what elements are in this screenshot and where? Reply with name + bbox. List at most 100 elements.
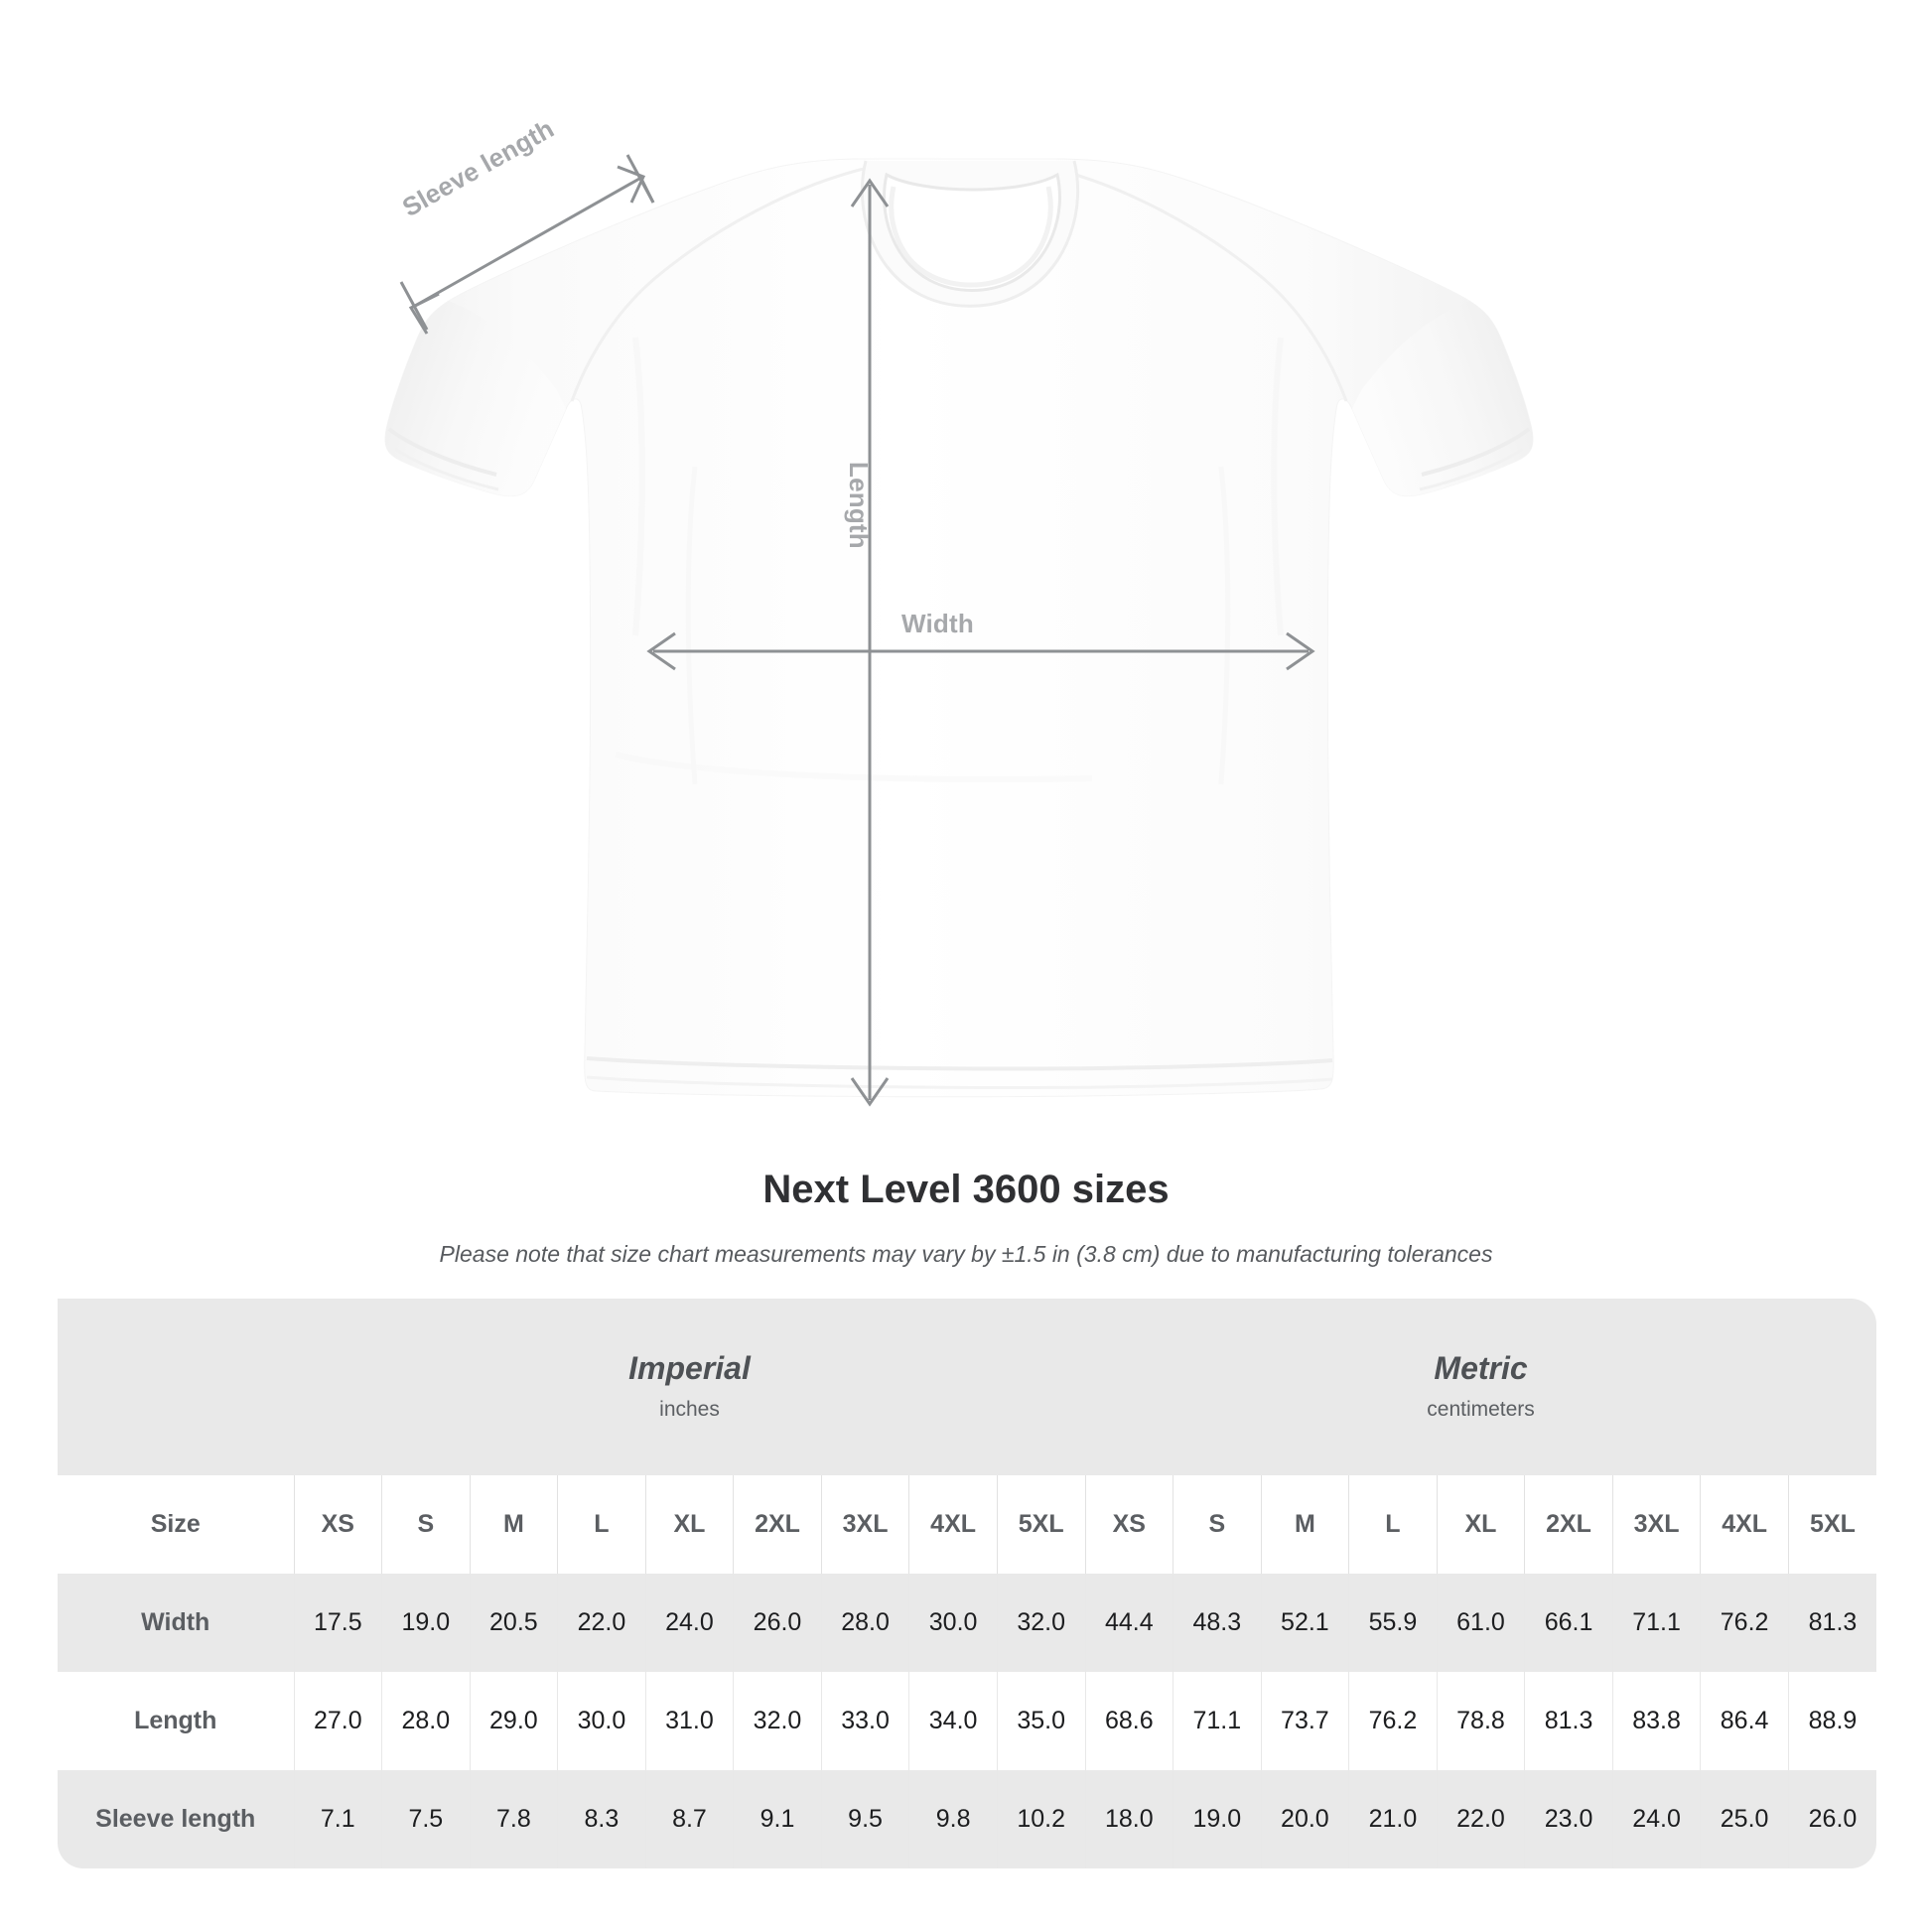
cell-length-metric-s: 71.1	[1173, 1672, 1262, 1770]
cell-width-imperial-4xl: 30.0	[908, 1574, 998, 1672]
cell-width-metric-2xl: 66.1	[1524, 1574, 1613, 1672]
cell-sleeve-imperial-3xl: 9.5	[820, 1770, 909, 1868]
cell-sleeve-imperial-l: 8.3	[557, 1770, 646, 1868]
size-header-imperial-l: L	[557, 1475, 646, 1574]
size-header-row: Size XS S M L XL 2XL 3XL 4XL 5XL XS S M …	[58, 1475, 1877, 1574]
table-row: Length 27.0 28.0 29.0 30.0 31.0 32.0 33.…	[58, 1672, 1877, 1770]
sleeve-length-arrow	[399, 154, 655, 335]
size-header-metric-l: L	[1348, 1475, 1438, 1574]
tshirt-illustration	[384, 154, 1534, 1107]
width-arrow	[646, 631, 1315, 671]
unit-group-imperial-sub: inches	[659, 1398, 720, 1421]
size-chart-table: Imperial inches Metric centimeters Size …	[58, 1299, 1877, 1868]
size-header-metric-m: M	[1260, 1475, 1349, 1574]
cell-length-imperial-xs: 27.0	[293, 1672, 382, 1770]
cell-sleeve-imperial-m: 7.8	[469, 1770, 558, 1868]
cell-width-imperial-l: 22.0	[557, 1574, 646, 1672]
cell-sleeve-metric-3xl: 24.0	[1611, 1770, 1701, 1868]
size-header-metric-4xl: 4XL	[1700, 1475, 1789, 1574]
size-header-imperial-3xl: 3XL	[820, 1475, 909, 1574]
unit-group-metric-label: Metric	[1434, 1350, 1528, 1386]
cell-width-metric-l: 55.9	[1348, 1574, 1438, 1672]
cell-sleeve-imperial-xs: 7.1	[293, 1770, 382, 1868]
row-label-length: Length	[58, 1672, 294, 1770]
row-label-sleeve-length: Sleeve length	[58, 1770, 294, 1868]
cell-sleeve-metric-s: 19.0	[1173, 1770, 1262, 1868]
cell-sleeve-imperial-xl: 8.7	[644, 1770, 734, 1868]
unit-group-imperial-label: Imperial	[628, 1350, 751, 1386]
cell-width-imperial-xs: 17.5	[293, 1574, 382, 1672]
size-header-metric-3xl: 3XL	[1611, 1475, 1701, 1574]
unit-row-spacer	[58, 1299, 294, 1475]
length-dimension-label: Length	[844, 462, 874, 549]
cell-length-metric-xl: 78.8	[1436, 1672, 1525, 1770]
cell-width-metric-3xl: 71.1	[1611, 1574, 1701, 1672]
cell-width-imperial-xl: 24.0	[644, 1574, 734, 1672]
cell-sleeve-imperial-5xl: 10.2	[996, 1770, 1086, 1868]
cell-width-metric-m: 52.1	[1260, 1574, 1349, 1672]
cell-length-metric-2xl: 81.3	[1524, 1672, 1613, 1770]
garment-figure: Sleeve length Length Width	[384, 113, 1534, 1107]
cell-width-metric-5xl: 81.3	[1787, 1574, 1877, 1672]
cell-length-metric-4xl: 86.4	[1700, 1672, 1789, 1770]
cell-width-metric-xl: 61.0	[1436, 1574, 1525, 1672]
size-header-metric-xl: XL	[1436, 1475, 1525, 1574]
unit-group-imperial: Imperial inches	[294, 1299, 1086, 1475]
length-arrow	[850, 178, 890, 1107]
size-header-metric-xs: XS	[1084, 1475, 1173, 1574]
cell-width-imperial-5xl: 32.0	[996, 1574, 1086, 1672]
cell-length-metric-3xl: 83.8	[1611, 1672, 1701, 1770]
cell-sleeve-metric-4xl: 25.0	[1700, 1770, 1789, 1868]
cell-width-imperial-3xl: 28.0	[820, 1574, 909, 1672]
size-header-metric-2xl: 2XL	[1524, 1475, 1613, 1574]
cell-sleeve-imperial-2xl: 9.1	[733, 1770, 822, 1868]
cell-sleeve-metric-xl: 22.0	[1436, 1770, 1525, 1868]
cell-sleeve-imperial-4xl: 9.8	[908, 1770, 998, 1868]
cell-width-metric-xs: 44.4	[1084, 1574, 1173, 1672]
cell-length-metric-l: 76.2	[1348, 1672, 1438, 1770]
size-header-metric-s: S	[1173, 1475, 1262, 1574]
size-header-imperial-m: M	[469, 1475, 558, 1574]
cell-width-metric-4xl: 76.2	[1700, 1574, 1789, 1672]
cell-sleeve-metric-xs: 18.0	[1084, 1770, 1173, 1868]
cell-sleeve-metric-5xl: 26.0	[1787, 1770, 1877, 1868]
cell-length-metric-xs: 68.6	[1084, 1672, 1173, 1770]
cell-sleeve-metric-l: 21.0	[1348, 1770, 1438, 1868]
cell-length-imperial-4xl: 34.0	[908, 1672, 998, 1770]
cell-sleeve-metric-2xl: 23.0	[1524, 1770, 1613, 1868]
cell-length-imperial-5xl: 35.0	[996, 1672, 1086, 1770]
tshirt-body-shape	[384, 158, 1534, 1098]
title-block: Next Level 3600 sizes Please note that s…	[0, 1164, 1932, 1269]
cell-length-metric-m: 73.7	[1260, 1672, 1349, 1770]
cell-length-metric-5xl: 88.9	[1787, 1672, 1877, 1770]
cell-length-imperial-2xl: 32.0	[733, 1672, 822, 1770]
cell-length-imperial-xl: 31.0	[644, 1672, 734, 1770]
cell-sleeve-imperial-s: 7.5	[381, 1770, 471, 1868]
table-row: Width 17.5 19.0 20.5 22.0 24.0 26.0 28.0…	[58, 1574, 1877, 1672]
cell-width-metric-s: 48.3	[1173, 1574, 1262, 1672]
cell-length-imperial-l: 30.0	[557, 1672, 646, 1770]
size-chart-table-container: Imperial inches Metric centimeters Size …	[58, 1299, 1877, 1868]
cell-width-imperial-2xl: 26.0	[733, 1574, 822, 1672]
cell-length-imperial-s: 28.0	[381, 1672, 471, 1770]
size-header-imperial-5xl: 5XL	[996, 1475, 1086, 1574]
page-title: Next Level 3600 sizes	[762, 1168, 1170, 1211]
cell-sleeve-metric-m: 20.0	[1260, 1770, 1349, 1868]
table-row: Sleeve length 7.1 7.5 7.8 8.3 8.7 9.1 9.…	[58, 1770, 1877, 1868]
unit-group-metric-sub: centimeters	[1427, 1398, 1535, 1421]
cell-width-imperial-s: 19.0	[381, 1574, 471, 1672]
width-dimension-label: Width	[901, 609, 974, 638]
cell-length-imperial-m: 29.0	[469, 1672, 558, 1770]
cell-length-imperial-3xl: 33.0	[820, 1672, 909, 1770]
size-header-imperial-4xl: 4XL	[908, 1475, 998, 1574]
size-header-label: Size	[58, 1475, 294, 1574]
unit-group-row: Imperial inches Metric centimeters	[58, 1299, 1877, 1475]
size-header-imperial-xl: XL	[644, 1475, 734, 1574]
row-label-width: Width	[58, 1574, 294, 1672]
unit-group-metric: Metric centimeters	[1085, 1299, 1877, 1475]
tolerance-note: Please note that size chart measurements…	[439, 1241, 1493, 1267]
measurement-arrows	[399, 154, 1315, 1107]
cell-width-imperial-m: 20.5	[469, 1574, 558, 1672]
size-header-metric-5xl: 5XL	[1787, 1475, 1877, 1574]
size-header-imperial-s: S	[381, 1475, 471, 1574]
